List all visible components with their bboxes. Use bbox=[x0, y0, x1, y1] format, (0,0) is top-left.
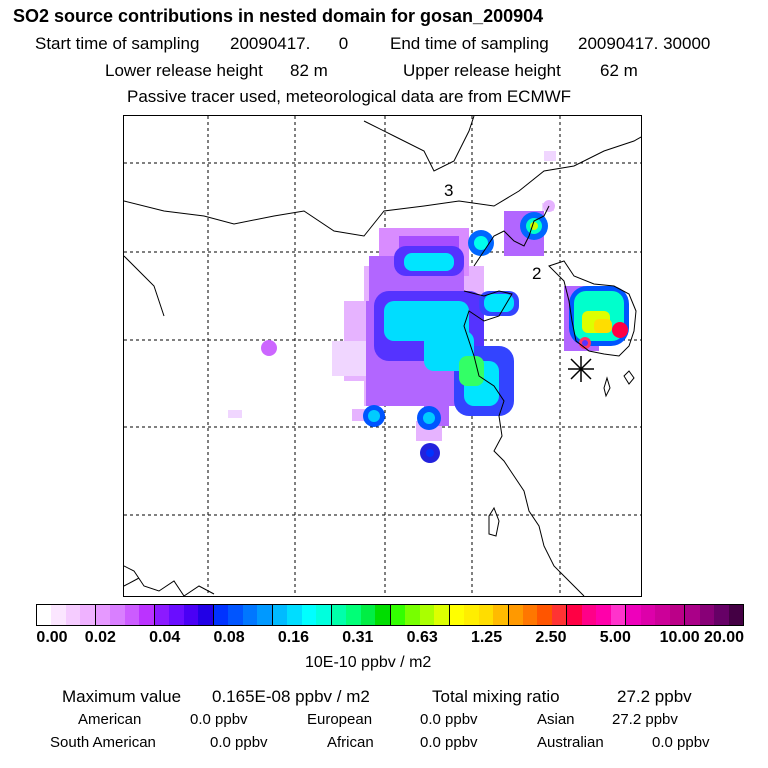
end-time-label: End time of sampling bbox=[390, 34, 549, 53]
colorbar-swatch bbox=[626, 605, 641, 625]
colorbar-swatch bbox=[655, 605, 670, 625]
end-time-value: 20090417. 30000 bbox=[578, 34, 711, 53]
colorbar-swatch bbox=[65, 605, 81, 625]
colorbar-swatch bbox=[80, 605, 96, 625]
colorbar-swatch bbox=[685, 605, 700, 625]
colorbar-swatch bbox=[183, 605, 199, 625]
colorbar-swatch bbox=[257, 605, 273, 625]
region-american-label: American bbox=[78, 711, 142, 728]
colorbar-swatch bbox=[375, 605, 391, 625]
colorbar-swatch bbox=[522, 605, 538, 625]
colorbar-swatch bbox=[434, 605, 450, 625]
region-australian-value: 0.0 ppbv bbox=[652, 734, 710, 751]
colorbar-swatch bbox=[287, 605, 302, 625]
colorbar-units: 10E-10 ppbv / m2 bbox=[305, 654, 432, 671]
region-asian-value: 27.2 ppbv bbox=[612, 711, 678, 728]
total-mixing-value: 27.2 ppbv bbox=[617, 687, 692, 706]
colorbar-swatch bbox=[567, 605, 582, 625]
region-asian-label: Asian bbox=[537, 711, 575, 728]
colorbar-swatch bbox=[610, 605, 627, 625]
colorbar-tick-label: 1.25 bbox=[470, 629, 503, 646]
start-time-label: Start time of sampling bbox=[35, 34, 200, 53]
colorbar-swatch bbox=[464, 605, 479, 625]
colorbar-tick-label: 0.02 bbox=[84, 629, 116, 646]
colorbar-swatch bbox=[154, 605, 170, 625]
colorbar-swatch bbox=[242, 605, 258, 625]
region-american-value: 0.0 ppbv bbox=[190, 711, 248, 728]
map-canvas: 3 2 bbox=[124, 116, 641, 596]
colorbar-swatch bbox=[331, 605, 347, 625]
upper-release-label: Upper release height bbox=[403, 61, 561, 80]
region-european-label: European bbox=[307, 711, 373, 728]
colorbar-swatch bbox=[169, 605, 184, 625]
colorbar-swatch bbox=[405, 605, 420, 625]
colorbar-swatch bbox=[728, 605, 743, 625]
colorbar-swatch bbox=[699, 605, 715, 625]
upper-release-value: 62 m bbox=[600, 61, 638, 80]
region-african-value: 0.0 ppbv bbox=[420, 734, 478, 751]
colorbar-swatch bbox=[95, 605, 111, 625]
colorbar-swatch bbox=[139, 605, 155, 625]
region-european-value: 0.0 ppbv bbox=[420, 711, 478, 728]
region-label-3: 3 bbox=[444, 181, 453, 200]
colorbar-swatch bbox=[346, 605, 361, 625]
colorbar-swatch bbox=[124, 605, 140, 625]
colorbar-swatch bbox=[537, 605, 552, 625]
colorbar-swatch bbox=[301, 605, 317, 625]
colorbar-tick-label: 0.00 bbox=[36, 629, 68, 646]
coastlines bbox=[124, 116, 641, 596]
colorbar-swatch bbox=[493, 605, 509, 625]
colorbar-swatch bbox=[213, 605, 229, 625]
colorbar-swatch bbox=[669, 605, 686, 625]
colorbar-swatch bbox=[37, 605, 52, 625]
map-panel: 3 2 bbox=[123, 115, 642, 597]
plot-title: SO2 source contributions in nested domai… bbox=[13, 6, 544, 26]
colorbar-tick-label: 0.04 bbox=[149, 629, 181, 646]
region-label-2: 2 bbox=[532, 264, 541, 283]
lower-release-label: Lower release height bbox=[105, 61, 263, 80]
tracer-note: Passive tracer used, meteorological data… bbox=[127, 87, 572, 106]
region-south-american-value: 0.0 ppbv bbox=[210, 734, 268, 751]
receptor-marker bbox=[568, 356, 594, 382]
colorbar-swatch bbox=[449, 605, 465, 625]
colorbar bbox=[36, 604, 744, 626]
max-value-label: Maximum value bbox=[62, 687, 182, 706]
colorbar-swatch bbox=[272, 605, 288, 625]
colorbar-tick-label: 2.50 bbox=[535, 629, 567, 646]
colorbar-swatch bbox=[551, 605, 568, 625]
lower-release-value: 82 m bbox=[290, 61, 328, 80]
colorbar-tick-label: 5.00 bbox=[599, 629, 631, 646]
colorbar-swatch bbox=[316, 605, 332, 625]
colorbar-swatch bbox=[508, 605, 523, 625]
colorbar-tick-label: 0.31 bbox=[342, 629, 374, 646]
colorbar-swatch bbox=[390, 605, 406, 625]
colorbar-swatch bbox=[478, 605, 494, 625]
colorbar-swatch bbox=[419, 605, 435, 625]
region-south-american-label: South American bbox=[50, 734, 156, 751]
colorbar-swatch bbox=[581, 605, 597, 625]
colorbar-tick-label: 20.00 bbox=[703, 629, 745, 646]
colorbar-swatch bbox=[360, 605, 376, 625]
colorbar-swatch bbox=[228, 605, 243, 625]
colorbar-swatch bbox=[51, 605, 66, 625]
colorbar-swatch bbox=[198, 605, 214, 625]
total-mixing-label: Total mixing ratio bbox=[432, 687, 560, 706]
colorbar-swatch bbox=[596, 605, 611, 625]
colorbar-swatch bbox=[640, 605, 656, 625]
region-african-label: African bbox=[327, 734, 374, 751]
colorbar-tick-label: 10.00 bbox=[659, 629, 700, 646]
colorbar-swatch bbox=[110, 605, 125, 625]
colorbar-tick-label: 0.08 bbox=[213, 629, 245, 646]
colorbar-tick-label: 0.63 bbox=[406, 629, 438, 646]
colorbar-swatch bbox=[714, 605, 729, 625]
start-time-value: 20090417. 0 bbox=[230, 34, 349, 53]
region-australian-label: Australian bbox=[537, 734, 604, 751]
colorbar-tick-label: 0.16 bbox=[277, 629, 310, 646]
max-value: 0.165E-08 ppbv / m2 bbox=[212, 687, 370, 706]
